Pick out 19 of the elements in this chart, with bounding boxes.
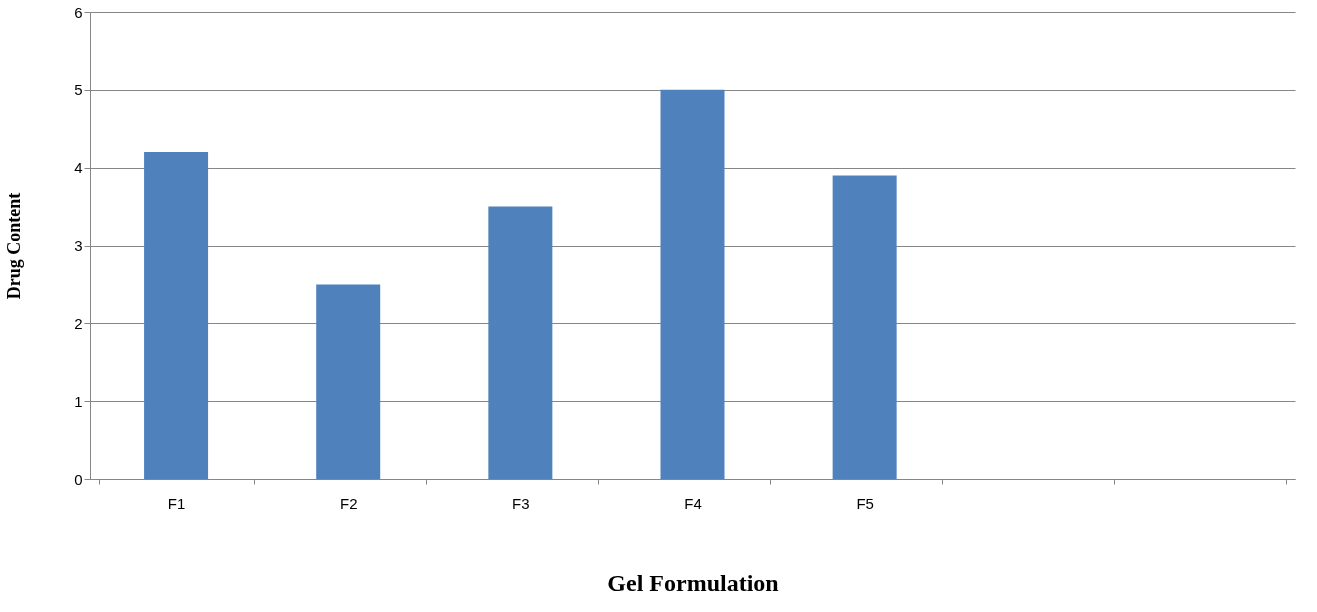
y-tick-label: 0: [74, 470, 83, 488]
y-axis-title: Drug Content: [4, 192, 25, 300]
y-tick-label: 3: [74, 237, 83, 254]
x-tick-label: F2: [339, 494, 358, 512]
y-tick-label: 1: [74, 392, 83, 410]
x-tick-label: F3: [512, 494, 530, 512]
bar: [488, 206, 553, 479]
bar: [316, 284, 381, 479]
y-tick-label: 2: [74, 314, 83, 332]
y-tick-label: 6: [74, 3, 83, 21]
x-tick-label: F1: [167, 494, 186, 512]
y-tick-label: 4: [74, 159, 83, 177]
bar: [144, 152, 209, 479]
x-tick-label: F4: [684, 494, 702, 512]
x-axis-title: Gel Formulation: [607, 569, 779, 596]
x-tick-label: F5: [856, 494, 874, 512]
bar: [832, 175, 897, 479]
bar: [660, 89, 725, 479]
y-tick-label: 5: [74, 81, 83, 99]
